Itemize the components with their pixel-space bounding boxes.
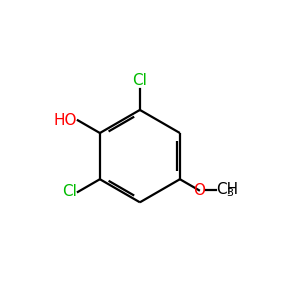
Text: Cl: Cl [133, 73, 147, 88]
Text: CH: CH [216, 182, 238, 196]
Text: 3: 3 [226, 188, 233, 197]
Text: HO: HO [53, 113, 77, 128]
Text: O: O [193, 183, 205, 198]
Text: Cl: Cl [62, 184, 77, 200]
